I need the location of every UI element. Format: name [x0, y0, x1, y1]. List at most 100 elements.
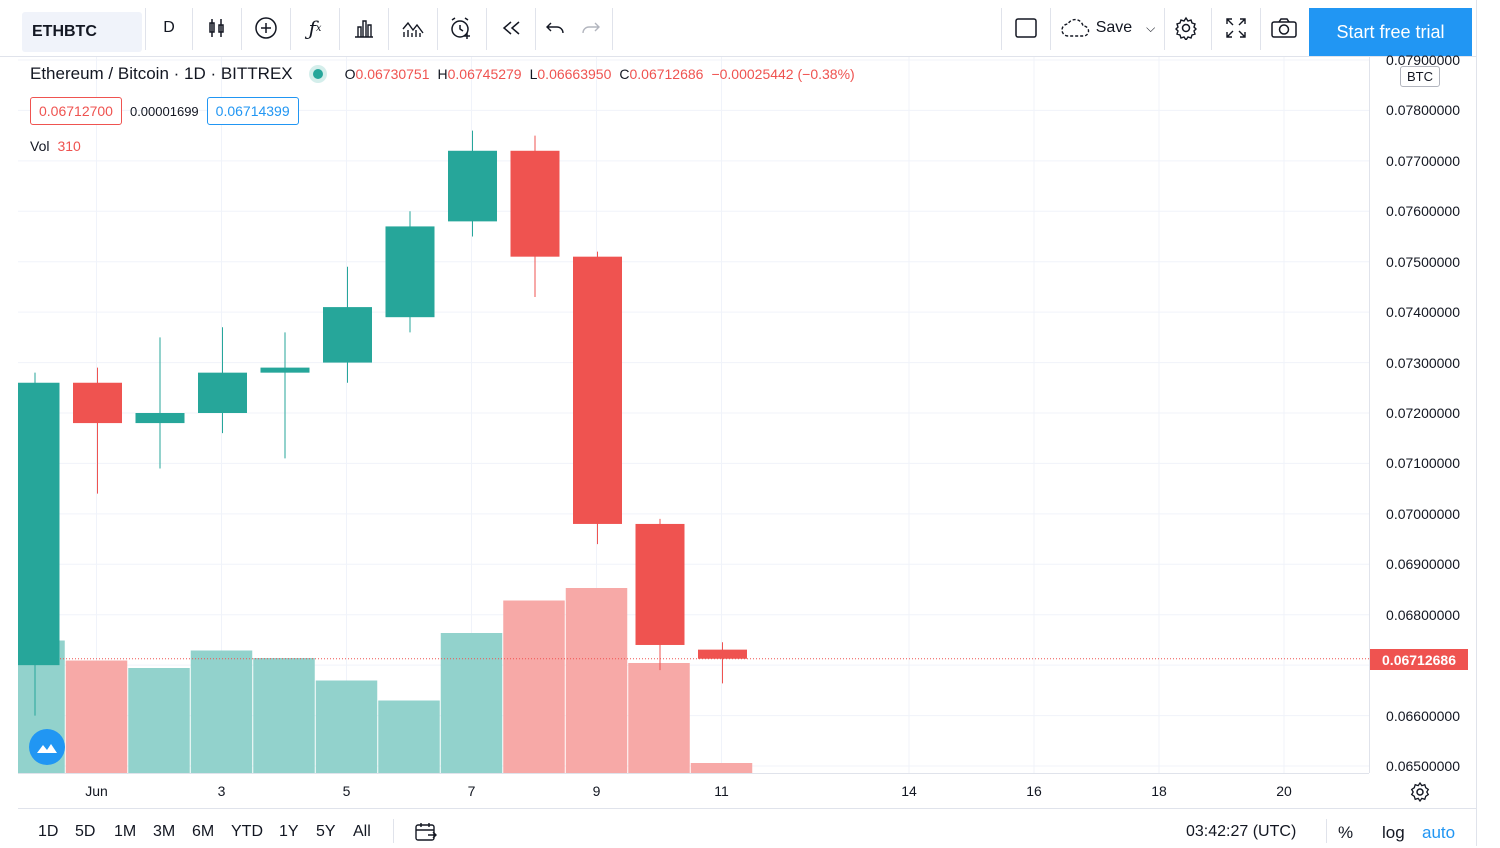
- time-axis[interactable]: Jun 3 5 7 9 11 14 16 18 20: [18, 773, 1369, 808]
- tradingview-logo[interactable]: [29, 729, 65, 765]
- goto-date-icon[interactable]: [414, 821, 438, 848]
- candle-body: [73, 382, 122, 424]
- price-tick: 0.07900000: [1386, 52, 1460, 68]
- volume-bar: [315, 680, 378, 773]
- volume-bar: [253, 658, 315, 773]
- candles-icon[interactable]: [197, 8, 237, 48]
- volume-bar: [440, 633, 503, 773]
- volume-bar: [128, 668, 190, 773]
- price-tick: 0.07300000: [1386, 354, 1460, 371]
- price-tick: 0.07800000: [1386, 102, 1460, 119]
- volume-bar: [503, 600, 565, 773]
- candle-body: [18, 382, 60, 666]
- candle-body: [198, 372, 247, 413]
- last-price-label: 0.06712686: [1370, 649, 1468, 670]
- price-tick: 0.07700000: [1386, 152, 1460, 169]
- templates-icon[interactable]: [393, 8, 433, 48]
- price-tick: 0.07100000: [1386, 455, 1460, 472]
- candle-body: [448, 150, 497, 222]
- volume-bar: [65, 660, 128, 773]
- log-toggle[interactable]: log: [1382, 823, 1405, 842]
- market-status-dot: [312, 69, 323, 79]
- start-trial-button[interactable]: Start free trial: [1309, 8, 1472, 56]
- compare-add-icon[interactable]: [246, 8, 286, 48]
- currency-unit[interactable]: BTC: [1400, 66, 1440, 87]
- camera-icon[interactable]: [1262, 8, 1306, 48]
- price-tick: 0.06900000: [1386, 556, 1460, 573]
- price-tick: 0.07500000: [1386, 253, 1460, 270]
- volume-bar: [565, 588, 628, 773]
- price-tick: 0.06600000: [1386, 707, 1460, 724]
- price-tick: 0.07200000: [1386, 405, 1460, 421]
- candle-body: [635, 523, 685, 645]
- financials-icon[interactable]: [344, 8, 384, 48]
- percent-toggle[interactable]: %: [1338, 823, 1354, 842]
- candle-body: [510, 150, 560, 257]
- range-button-6m[interactable]: 6M: [192, 823, 215, 840]
- range-button-5y[interactable]: 5Y: [316, 823, 336, 840]
- candle-body: [135, 413, 185, 424]
- undo-icon[interactable]: [538, 8, 572, 48]
- candle-body: [698, 649, 747, 659]
- time-tick: 7: [467, 783, 476, 799]
- clock[interactable]: 03:42:27 (UTC): [1186, 823, 1297, 840]
- cloud-icon: [1061, 18, 1089, 37]
- range-button-1d[interactable]: 1D: [38, 823, 59, 840]
- gear-icon[interactable]: [1166, 8, 1206, 48]
- sell-price-button[interactable]: 0.06712700: [30, 97, 122, 125]
- chevron-down-icon: ⌵: [1146, 20, 1156, 35]
- time-tick: 14: [901, 783, 917, 799]
- symbol-label: ETHBTC: [32, 23, 97, 40]
- volume-legend: Vol 310: [30, 138, 81, 154]
- right-panel: [1476, 0, 1500, 846]
- auto-toggle[interactable]: auto: [1422, 823, 1456, 842]
- spread-value: 0.00001699: [129, 103, 199, 119]
- time-tick: 3: [217, 783, 226, 799]
- price-chart[interactable]: [18, 57, 1369, 773]
- time-tick: 9: [592, 783, 601, 799]
- price-axis[interactable]: 0.07900000 0.07800000 0.07700000 0.07600000…: [1369, 52, 1476, 774]
- range-button-1y[interactable]: 1Y: [279, 823, 299, 840]
- volume-value: 310: [57, 138, 81, 154]
- buy-price-button[interactable]: 0.06714399: [206, 97, 299, 125]
- time-tick: 5: [342, 783, 351, 799]
- alert-icon[interactable]: [440, 8, 482, 48]
- low-value: 0.06663950: [537, 66, 612, 82]
- volume-bar: [690, 763, 753, 773]
- series-title: Ethereum / Bitcoin · 1D · BITTREX: [30, 64, 293, 83]
- replay-icon[interactable]: [491, 8, 531, 48]
- candle-body: [385, 226, 435, 318]
- range-button-3m[interactable]: 3M: [153, 823, 176, 840]
- change-value: −0.00025442 (−0.38%): [711, 66, 855, 82]
- range-button-all[interactable]: All: [353, 823, 371, 840]
- time-tick: 20: [1276, 783, 1292, 799]
- candle-body: [260, 367, 310, 373]
- time-tick: 11: [714, 783, 729, 799]
- range-button-1m[interactable]: 1M: [114, 823, 137, 840]
- price-tick: 0.07000000: [1386, 505, 1460, 522]
- fullscreen-icon[interactable]: [1215, 8, 1257, 48]
- open-value: 0.06730751: [355, 66, 430, 82]
- interval-button[interactable]: D: [163, 19, 175, 36]
- candle-body: [573, 256, 622, 524]
- price-tick: 0.06800000: [1386, 606, 1460, 623]
- save-button[interactable]: Save ⌵: [1055, 8, 1160, 48]
- volume-bar: [190, 650, 253, 773]
- ohlc-values: O0.06730751 H0.06745279 L0.06663950 C0.0…: [344, 66, 855, 82]
- range-button-ytd[interactable]: YTD: [231, 823, 263, 840]
- gear-icon[interactable]: [1408, 780, 1432, 804]
- time-tick: 18: [1151, 783, 1167, 799]
- price-tick: 0.07400000: [1386, 304, 1460, 321]
- high-value: 0.06745279: [447, 66, 522, 82]
- close-value: 0.06712686: [629, 66, 704, 82]
- time-tick: 16: [1026, 783, 1042, 799]
- volume-bar: [378, 700, 440, 773]
- fullscreen-layout-icon[interactable]: [1006, 8, 1046, 48]
- symbol-search[interactable]: ETHBTC: [22, 12, 142, 52]
- redo-icon[interactable]: [574, 8, 608, 48]
- chart-legend: Ethereum / Bitcoin · 1D · BITTREX O0.067…: [30, 64, 855, 84]
- range-button-5d[interactable]: 5D: [75, 823, 96, 840]
- bottom-toolbar: 1D 5D 1M 3M 6M YTD 1Y 5Y All 03:42:27 (UTC) % lo…: [18, 808, 1476, 846]
